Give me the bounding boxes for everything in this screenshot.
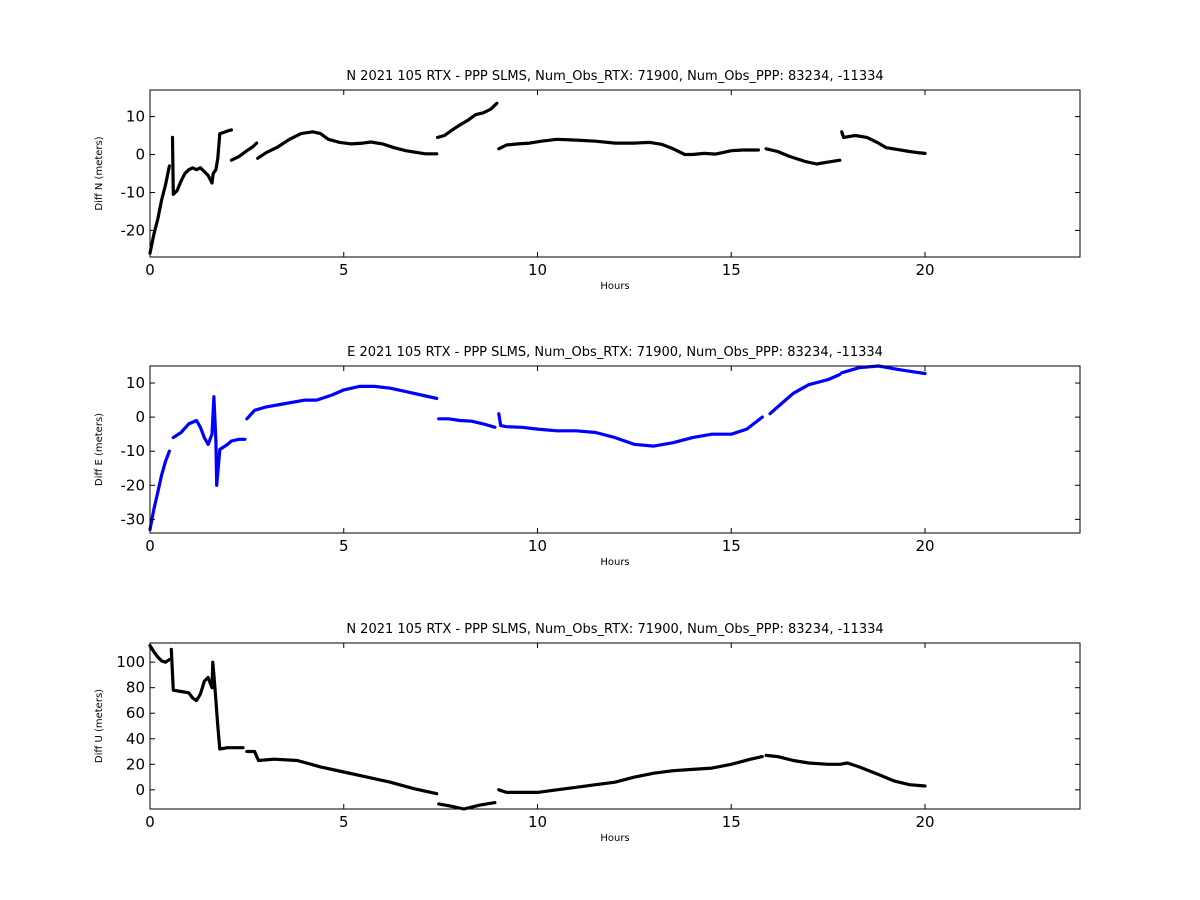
y-axis-label: Diff N (meters) [94, 136, 105, 210]
y-tick-label: 20 [126, 755, 145, 773]
chart-title: N 2021 105 RTX - PPP SLMS, Num_Obs_RTX: … [346, 69, 883, 84]
y-tick-label: 60 [126, 704, 145, 722]
x-tick-label: 20 [915, 537, 934, 555]
y-tick-label: 80 [126, 679, 145, 697]
data-segment-4 [437, 417, 497, 429]
data-segment-4 [256, 130, 439, 160]
data-segment-3 [245, 749, 439, 796]
x-tick-label: 20 [915, 261, 934, 279]
chart-title: N 2021 105 RTX - PPP SLMS, Num_Obs_RTX: … [346, 622, 883, 637]
y-tick-label: 0 [135, 408, 145, 426]
y-tick-label: -20 [121, 221, 146, 239]
data-series [148, 101, 927, 255]
x-tick-label: 20 [915, 813, 934, 831]
y-axis-label: Diff U (meters) [94, 689, 105, 763]
chart-title: E 2021 105 RTX - PPP SLMS, Num_Obs_RTX: … [347, 345, 883, 360]
x-tick-label: 15 [722, 537, 741, 555]
axes-frame [149, 642, 1081, 810]
x-tick-label: 0 [145, 261, 155, 279]
data-segment-5 [497, 412, 764, 448]
y-tick-label: 40 [126, 730, 145, 748]
data-series [148, 364, 927, 532]
x-tick-label: 10 [528, 813, 547, 831]
axes-frame [149, 89, 1081, 258]
x-tick-label: 15 [722, 813, 741, 831]
y-tick-label: 10 [126, 108, 145, 126]
data-segment-2 [171, 395, 247, 487]
x-tick-label: 10 [528, 261, 547, 279]
data-segment-1 [148, 644, 171, 664]
x-axis-label: Hours [600, 557, 629, 568]
data-segment-5 [435, 101, 499, 139]
x-tick-label: 0 [145, 813, 155, 831]
data-segment-6 [497, 137, 760, 157]
x-tick-label: 10 [528, 537, 547, 555]
axes-frame [149, 365, 1081, 534]
data-segment-7 [840, 364, 927, 376]
data-segment-4 [437, 801, 497, 811]
x-axis-label: Hours [600, 281, 629, 292]
data-segment-6 [764, 753, 927, 788]
y-tick-label: 0 [135, 146, 145, 164]
y-tick-label: -20 [121, 476, 146, 494]
y-tick-label: -30 [121, 510, 146, 528]
data-segment-2 [169, 647, 245, 751]
y-tick-label: -10 [121, 442, 146, 460]
y-tick-label: 100 [116, 653, 145, 671]
data-segment-3 [229, 141, 259, 162]
x-tick-label: 0 [145, 537, 155, 555]
data-segment-2 [170, 128, 233, 196]
data-segment-1 [148, 449, 171, 532]
data-series [148, 644, 927, 811]
x-tick-label: 5 [339, 813, 349, 831]
y-tick-label: -10 [121, 183, 146, 201]
subplot-1: N 2021 105 RTX - PPP SLMS, Num_Obs_RTX: … [94, 69, 1081, 292]
subplot-2: E 2021 105 RTX - PPP SLMS, Num_Obs_RTX: … [94, 345, 1081, 568]
data-segment-8 [840, 130, 927, 155]
y-axis-label: Diff E (meters) [94, 413, 105, 486]
data-segment-6 [768, 372, 842, 416]
data-segment-1 [148, 164, 171, 255]
data-segment-5 [497, 755, 764, 794]
x-tick-label: 5 [339, 537, 349, 555]
data-segment-3 [245, 384, 439, 421]
data-segment-7 [764, 147, 842, 166]
subplot-3: N 2021 105 RTX - PPP SLMS, Num_Obs_RTX: … [94, 622, 1081, 844]
y-tick-label: 10 [126, 374, 145, 392]
x-axis-label: Hours [600, 833, 629, 844]
x-tick-label: 5 [339, 261, 349, 279]
x-tick-label: 15 [722, 261, 741, 279]
y-tick-label: 0 [135, 781, 145, 799]
